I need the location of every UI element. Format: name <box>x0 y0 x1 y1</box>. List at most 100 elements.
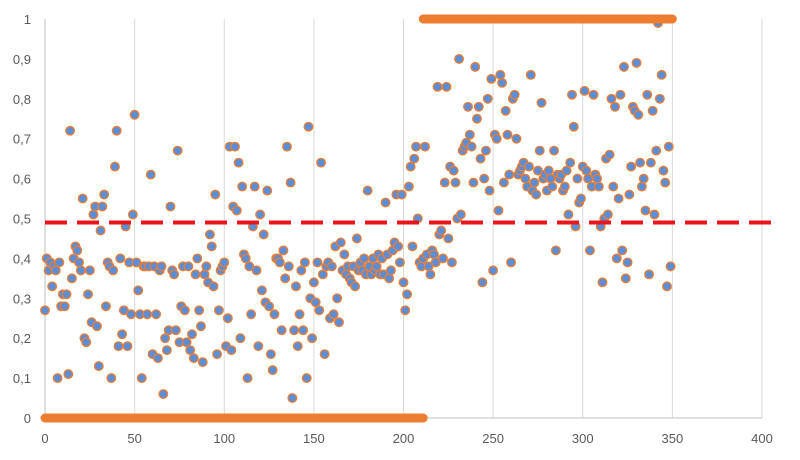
data-point <box>296 265 307 276</box>
data-point <box>425 269 436 280</box>
data-point <box>77 193 88 204</box>
data-point <box>226 345 237 356</box>
data-point <box>579 85 590 96</box>
data-point <box>402 289 413 300</box>
data-point <box>576 193 586 204</box>
data-point <box>133 285 144 296</box>
data-point <box>549 145 560 156</box>
data-point <box>398 277 409 288</box>
data-point <box>443 233 454 244</box>
data-point <box>54 257 65 268</box>
data-point <box>74 257 85 268</box>
data-point <box>524 161 534 172</box>
data-point <box>633 109 644 120</box>
data-point <box>93 361 104 372</box>
data-point <box>493 205 504 216</box>
data-point <box>278 245 289 256</box>
data-point <box>319 349 330 360</box>
data-point <box>536 97 547 108</box>
data-point <box>299 257 310 268</box>
y-tick-label: 0,3 <box>13 291 31 306</box>
data-point <box>301 373 312 384</box>
data-point <box>253 341 264 352</box>
data-point <box>393 241 404 252</box>
data-point <box>420 141 430 152</box>
data-point <box>626 161 637 172</box>
data-point <box>312 257 323 268</box>
data-point <box>92 321 102 332</box>
data-point <box>108 265 119 276</box>
data-point <box>50 265 61 276</box>
data-point <box>529 177 540 188</box>
data-point <box>235 333 246 344</box>
data-point <box>233 157 244 168</box>
data-point <box>649 209 660 220</box>
data-point <box>317 269 328 280</box>
data-point <box>122 341 133 352</box>
x-tick-label: 150 <box>303 431 325 446</box>
y-tick-labels: 0 0,1 0,2 0,3 0,4 0,5 0,6 0,7 0,8 0,9 1 <box>13 12 31 426</box>
data-point <box>206 241 217 252</box>
x-tick-label: 0 <box>41 431 48 446</box>
x-tick-label: 350 <box>662 431 684 446</box>
data-point <box>473 101 484 112</box>
data-point <box>350 281 361 292</box>
data-point <box>192 253 203 264</box>
data-point <box>561 165 572 176</box>
data-point <box>97 201 108 212</box>
data-point <box>610 101 620 112</box>
data-point <box>99 189 110 200</box>
data-point <box>635 157 646 168</box>
data-point <box>520 173 531 184</box>
data-point <box>145 169 156 180</box>
data-point <box>662 281 672 292</box>
data-point <box>409 153 420 164</box>
data-point <box>231 205 242 216</box>
data-point <box>289 325 300 336</box>
data-point <box>230 141 240 152</box>
data-point <box>642 89 653 100</box>
data-point <box>328 309 339 320</box>
x-gridlines <box>134 19 763 418</box>
data-point <box>584 245 595 256</box>
data-point <box>617 245 628 256</box>
data-point <box>439 177 450 188</box>
data-point <box>463 101 473 112</box>
data-point <box>543 165 554 176</box>
data-point <box>308 277 319 288</box>
data-point <box>194 305 205 316</box>
data-point <box>511 133 522 144</box>
data-point <box>506 257 517 268</box>
data-point <box>482 93 493 104</box>
data-point <box>151 309 162 320</box>
data-point <box>190 269 201 280</box>
x-tick-label: 200 <box>393 431 415 446</box>
data-point <box>242 373 253 384</box>
data-point <box>95 225 106 236</box>
data-point <box>620 273 631 284</box>
data-point <box>335 237 346 248</box>
data-point <box>665 261 676 272</box>
data-point <box>572 173 583 184</box>
data-point <box>213 305 224 316</box>
data-point <box>307 333 318 344</box>
data-point <box>371 261 382 272</box>
data-point <box>624 189 635 200</box>
data-point <box>292 341 303 352</box>
data-point <box>567 89 577 100</box>
data-point <box>179 305 190 316</box>
data-point <box>126 309 136 320</box>
y-tick-label: 0,9 <box>13 52 31 67</box>
data-point <box>400 305 411 316</box>
data-point <box>264 301 275 312</box>
data-point <box>491 133 502 144</box>
y-tick-label: 0,5 <box>13 212 31 227</box>
data-point <box>563 209 574 220</box>
data-point <box>472 113 482 124</box>
data-point <box>593 181 604 192</box>
data-point <box>384 273 395 284</box>
data-point <box>61 289 72 300</box>
data-point <box>183 261 194 272</box>
data-point <box>237 181 248 192</box>
y-tick-label: 0 <box>24 411 31 426</box>
